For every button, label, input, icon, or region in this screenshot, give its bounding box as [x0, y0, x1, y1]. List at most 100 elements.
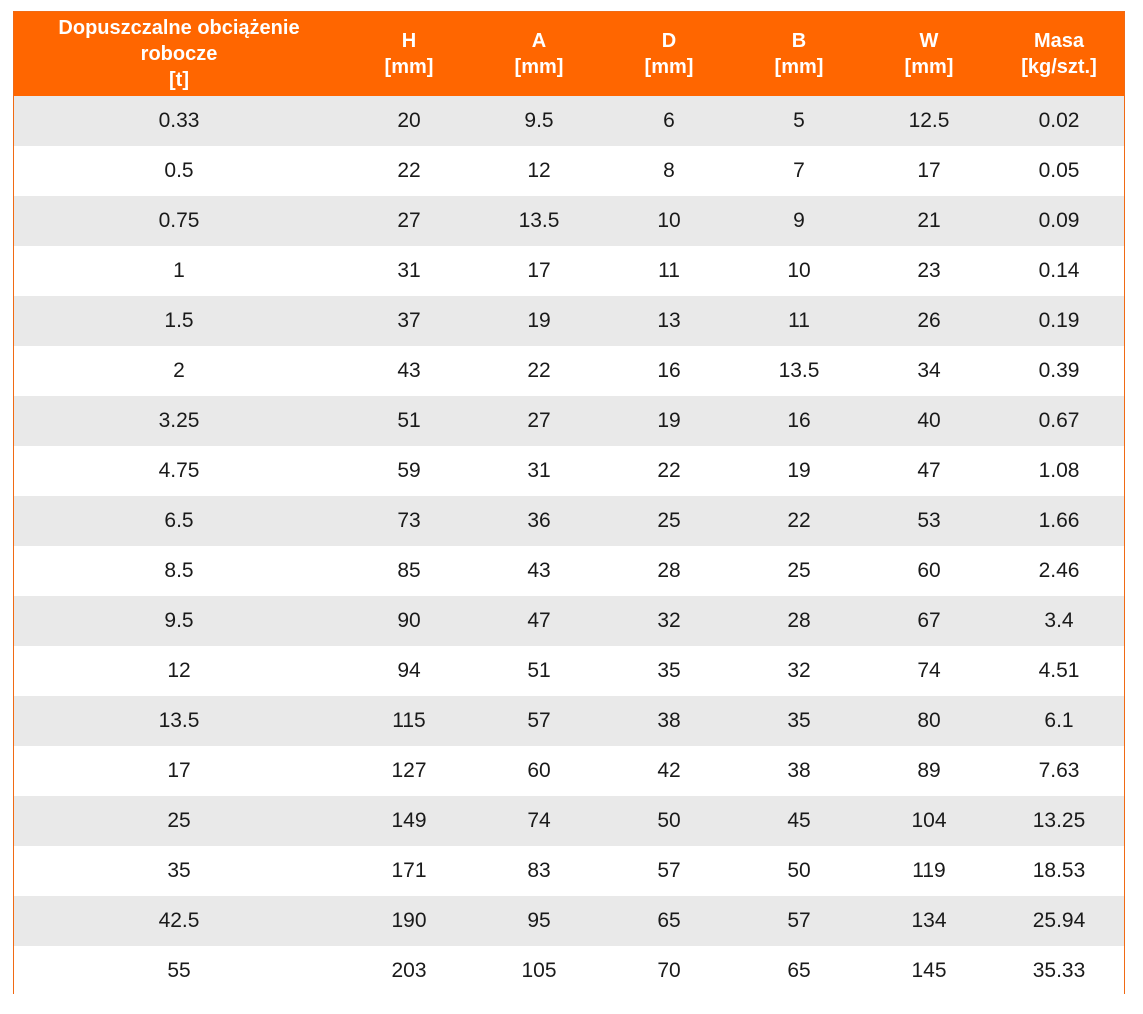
cell-a: 36	[474, 496, 604, 546]
cell-load: 0.75	[14, 196, 344, 246]
cell-b: 19	[734, 446, 864, 496]
cell-d: 65	[604, 896, 734, 946]
cell-b: 50	[734, 846, 864, 896]
cell-d: 50	[604, 796, 734, 846]
cell-d: 11	[604, 246, 734, 296]
header-unit: [mm]	[904, 56, 954, 78]
cell-d: 32	[604, 596, 734, 646]
cell-mass: 18.53	[994, 846, 1124, 896]
header-text: Masa	[1033, 30, 1085, 52]
cell-w: 74	[864, 646, 994, 696]
cell-mass: 4.51	[994, 646, 1124, 696]
cell-mass: 3.4	[994, 596, 1124, 646]
table-row: 35 171 83 57 50 119 18.53	[14, 846, 1124, 896]
cell-mass: 6.1	[994, 696, 1124, 746]
cell-mass: 7.63	[994, 746, 1124, 796]
cell-b: 22	[734, 496, 864, 546]
table-row: 25 149 74 50 45 104 13.25	[14, 796, 1124, 846]
cell-w: 26	[864, 296, 994, 346]
cell-a: 95	[474, 896, 604, 946]
cell-load: 1	[14, 246, 344, 296]
cell-load: 55	[14, 946, 344, 996]
cell-a: 57	[474, 696, 604, 746]
cell-mass: 0.14	[994, 246, 1124, 296]
cell-mass: 0.39	[994, 346, 1124, 396]
cell-w: 23	[864, 246, 994, 296]
cell-b: 25	[734, 546, 864, 596]
cell-mass: 35.33	[994, 946, 1124, 996]
header-unit: [mm]	[774, 56, 824, 78]
cell-a: 43	[474, 546, 604, 596]
cell-a: 12	[474, 146, 604, 196]
header-unit: [kg/szt.]	[1021, 56, 1097, 78]
cell-w: 40	[864, 396, 994, 446]
cell-h: 51	[344, 396, 474, 446]
header-text: Dopuszczalne obciążenie	[58, 17, 300, 39]
cell-a: 74	[474, 796, 604, 846]
cell-load: 0.5	[14, 146, 344, 196]
table-row: 13.5 115 57 38 35 80 6.1	[14, 696, 1124, 746]
cell-d: 38	[604, 696, 734, 746]
cell-load: 1.5	[14, 296, 344, 346]
cell-load: 8.5	[14, 546, 344, 596]
cell-d: 6	[604, 96, 734, 146]
cell-b: 57	[734, 896, 864, 946]
cell-load: 12	[14, 646, 344, 696]
cell-a: 19	[474, 296, 604, 346]
cell-d: 70	[604, 946, 734, 996]
cell-w: 67	[864, 596, 994, 646]
load-table: Dopuszczalne obciążenie robocze [t] H [m…	[14, 12, 1124, 996]
cell-load: 9.5	[14, 596, 344, 646]
cell-a: 105	[474, 946, 604, 996]
cell-b: 13.5	[734, 346, 864, 396]
cell-b: 11	[734, 296, 864, 346]
cell-load: 4.75	[14, 446, 344, 496]
table-body: 0.33 20 9.5 6 5 12.5 0.02 0.5 22 12 8 7 17 0.05 0.75 27…	[14, 96, 1124, 996]
table-row: 3.25 51 27 19 16 40 0.67	[14, 396, 1124, 446]
cell-d: 8	[604, 146, 734, 196]
cell-b: 32	[734, 646, 864, 696]
cell-b: 16	[734, 396, 864, 446]
cell-a: 47	[474, 596, 604, 646]
table-row: 12 94 51 35 32 74 4.51	[14, 646, 1124, 696]
cell-w: 104	[864, 796, 994, 846]
cell-load: 17	[14, 746, 344, 796]
cell-load: 13.5	[14, 696, 344, 746]
cell-d: 19	[604, 396, 734, 446]
header-text: A	[531, 30, 547, 52]
table-row: 17 127 60 42 38 89 7.63	[14, 746, 1124, 796]
cell-a: 9.5	[474, 96, 604, 146]
cell-h: 94	[344, 646, 474, 696]
header-cell-w: W [mm]	[864, 12, 994, 96]
cell-w: 12.5	[864, 96, 994, 146]
cell-h: 22	[344, 146, 474, 196]
cell-d: 10	[604, 196, 734, 246]
cell-h: 90	[344, 596, 474, 646]
cell-d: 57	[604, 846, 734, 896]
header-unit: [t]	[169, 69, 189, 91]
cell-load: 25	[14, 796, 344, 846]
cell-d: 25	[604, 496, 734, 546]
cell-load: 3.25	[14, 396, 344, 446]
cell-w: 134	[864, 896, 994, 946]
cell-a: 51	[474, 646, 604, 696]
header-row: Dopuszczalne obciążenie robocze [t] H [m…	[14, 12, 1124, 96]
cell-b: 65	[734, 946, 864, 996]
cell-mass: 1.66	[994, 496, 1124, 546]
cell-h: 27	[344, 196, 474, 246]
cell-h: 43	[344, 346, 474, 396]
cell-w: 47	[864, 446, 994, 496]
header-cell-a: A [mm]	[474, 12, 604, 96]
table-row: 42.5 190 95 65 57 134 25.94	[14, 896, 1124, 946]
cell-load: 0.33	[14, 96, 344, 146]
table-row: 0.75 27 13.5 10 9 21 0.09	[14, 196, 1124, 246]
cell-b: 35	[734, 696, 864, 746]
cell-b: 38	[734, 746, 864, 796]
header-cell-d: D [mm]	[604, 12, 734, 96]
cell-mass: 0.67	[994, 396, 1124, 446]
cell-load: 2	[14, 346, 344, 396]
header-text: D	[661, 30, 677, 52]
header-cell-h: H [mm]	[344, 12, 474, 96]
table-row: 0.33 20 9.5 6 5 12.5 0.02	[14, 96, 1124, 146]
cell-mass: 0.02	[994, 96, 1124, 146]
